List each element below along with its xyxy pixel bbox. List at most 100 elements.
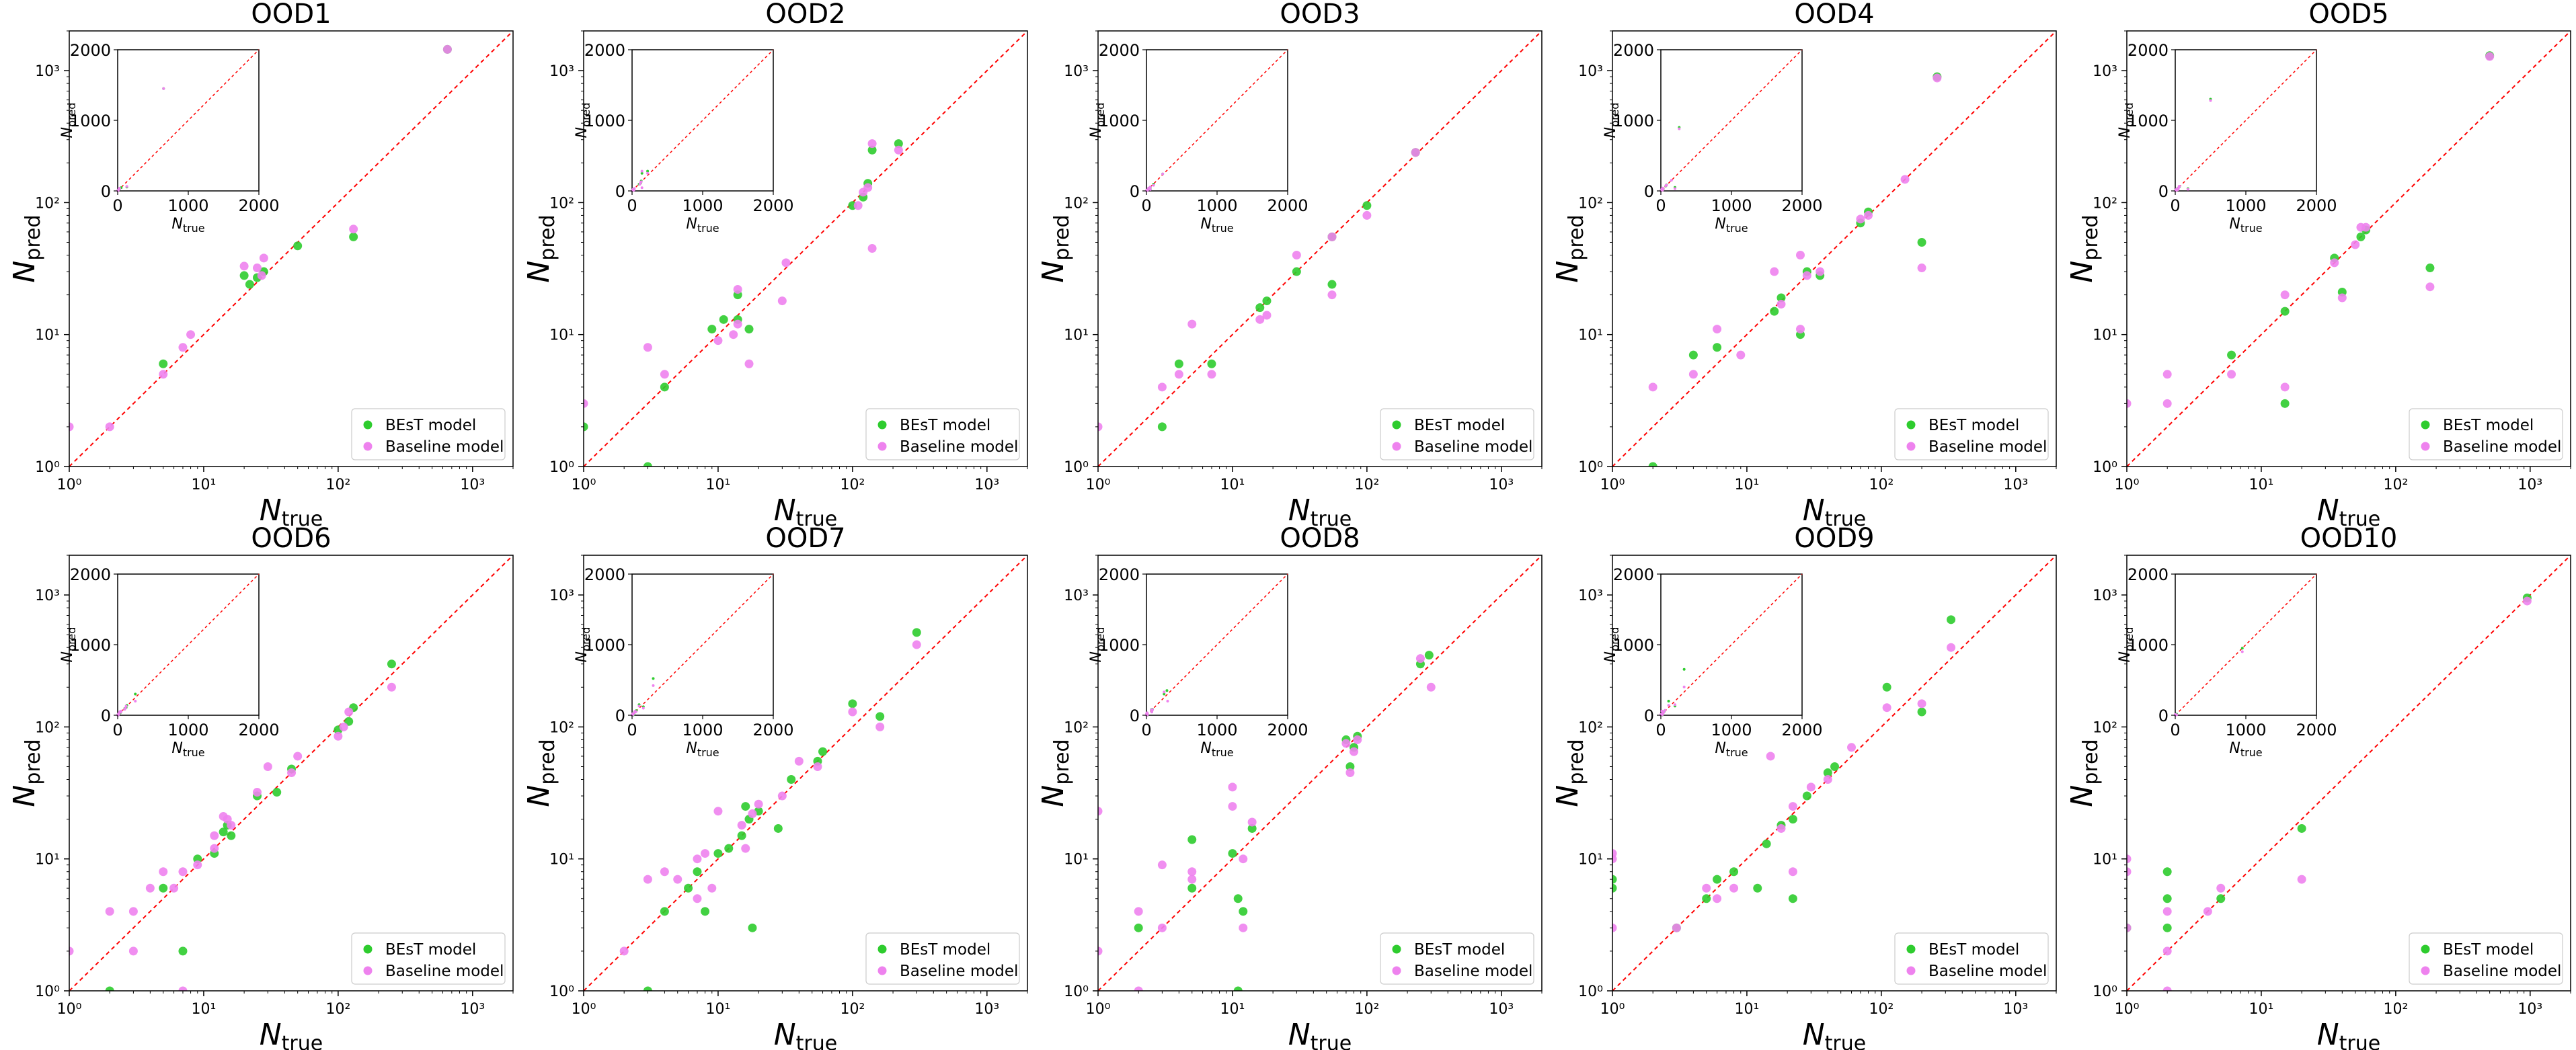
baseline-point [210,831,219,840]
inset-point [1150,708,1154,711]
baseline-point [159,867,168,877]
baseline-point [781,258,791,268]
best-point [1345,762,1355,771]
legend-label: Baseline model [1414,438,1532,456]
baseline-point [159,370,168,379]
inset-point [2178,185,2181,188]
x-axis-label: Ntrue [260,493,323,531]
baseline-point [1341,739,1351,748]
inset-y-label-base: N [59,651,76,662]
panel-ood9: OOD910⁰10⁰10¹10¹10²10²10³10³NtrueNpred00… [1551,523,2057,1050]
inset-frame [117,573,260,716]
inset-y-tick-label: 1000 [1099,636,1140,655]
inset-x-tick-label: 2000 [2296,721,2337,739]
identity-line [1612,31,2056,467]
baseline-point [1228,802,1237,811]
inset-y-tick-label: 0 [1644,706,1654,725]
inset-point [2186,188,2189,191]
baseline-point [2216,883,2226,893]
baseline-point [263,762,272,771]
plot-area [584,31,1027,467]
best-point [193,854,202,864]
inset-point [118,187,121,190]
best-point [1134,923,1143,932]
best-point [1917,707,1926,717]
best-point [1947,615,1956,624]
best-point [1362,201,1372,210]
baseline-point [178,986,188,991]
inset-point [162,87,165,90]
inset-y-tick-label: 1000 [70,636,111,655]
axes-frame [1612,30,2057,467]
best-point [1262,296,1272,306]
y-axis-label-base: N [2065,785,2099,807]
baseline-point [1900,175,1910,184]
best-point [272,788,282,797]
baseline-point [875,722,885,731]
x-tick-label: 10⁰ [1600,1001,1625,1018]
y-tick-label: 10¹ [35,852,60,869]
baseline-point [227,821,236,830]
inset-y-tick-label: 2000 [584,41,625,60]
identity-line [2127,555,2571,991]
y-tick-label: 10² [1578,195,1603,212]
legend-marker-baseline [1392,442,1401,451]
best-point [1207,359,1216,368]
y-tick-label: 10⁰ [2093,983,2117,1000]
inset-y-label-base: N [2117,127,2134,138]
legend: BEsT model Baseline model [1894,408,2049,460]
inset-x-tick-label: 1000 [1196,721,1237,739]
best-point [1777,293,1786,302]
baseline-point [643,343,652,352]
best-point [773,823,783,833]
inset-y-tick-label: 2000 [1099,565,1140,584]
baseline-point [1648,382,1657,392]
baseline-point [1157,923,1167,932]
best-point [1247,823,1257,833]
baseline-point [1134,986,1143,991]
baseline-point [777,296,787,306]
baseline-point [1729,883,1739,893]
x-axis-label-sub: true [2339,508,2381,531]
legend-marker-baseline [1392,966,1401,975]
best-point [1770,307,1779,316]
inset-y-label-sub: pred [1094,627,1107,651]
y-tick-label: 10³ [2093,63,2117,80]
inset-y-label: Npred [2117,103,2136,138]
best-point [344,717,354,726]
inset-point [1678,127,1681,130]
baseline-point [145,883,155,893]
baseline-point [2162,370,2172,379]
baseline-point [1713,894,1722,903]
plot-area [584,555,1027,991]
baseline-point [2162,986,2172,991]
y-tick-label: 10² [35,719,60,736]
best-point [1612,875,1617,884]
y-tick-label: 10⁰ [1578,459,1603,476]
inset-identity-line [1660,49,1803,192]
legend: BEsT model Baseline model [865,932,1020,985]
inset-point [124,706,127,710]
baseline-point [1411,148,1420,157]
x-axis-label: Ntrue [774,493,838,531]
inset-y-tick-label: 2000 [1099,41,1140,60]
panel-title: OOD8 [1280,523,1360,554]
y-axis-label-base: N [1551,261,1585,283]
plot-area [1612,31,2056,467]
legend-box [1380,408,1534,460]
best-point [1688,350,1698,360]
inset-frame [117,49,260,192]
baseline-point [2522,596,2532,606]
y-tick-label: 10⁰ [1578,983,1603,1000]
y-tick-label: 10³ [35,63,60,80]
inset-y-tick-label: 2000 [1613,565,1654,584]
y-axis-label-base: N [1036,261,1070,283]
inset-point [646,171,650,175]
best-point [2280,307,2290,316]
inset-y-label: Npred [59,627,78,663]
baseline-point [1255,315,1265,324]
